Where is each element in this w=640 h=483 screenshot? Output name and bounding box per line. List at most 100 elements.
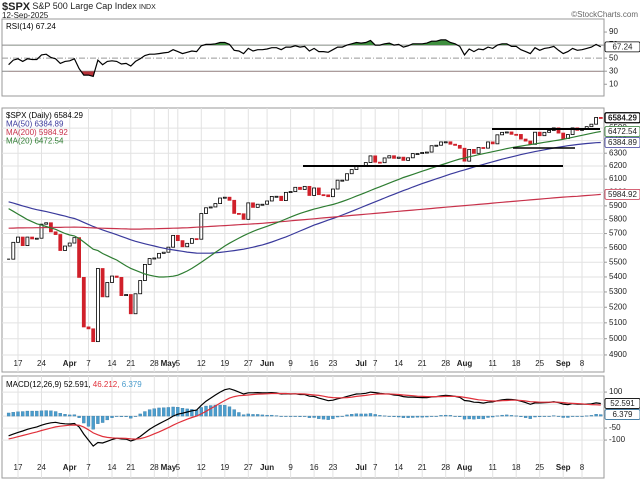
- histogram-bar: [500, 414, 504, 417]
- candle: [110, 275, 114, 283]
- histogram-bar: [397, 415, 401, 418]
- histogram-bar: [594, 414, 598, 417]
- candle: [424, 151, 429, 154]
- histogram-bar: [138, 413, 142, 417]
- candle: [34, 237, 39, 240]
- value-tag-label: 6384.89: [608, 138, 637, 147]
- x-tick-label: 18: [512, 359, 521, 368]
- histogram-bar: [44, 410, 48, 417]
- histogram-bar: [575, 415, 579, 417]
- chart-date: 12-Sep-2025: [2, 11, 49, 20]
- histogram-bar: [509, 415, 514, 417]
- legend-value: 6584.29: [54, 111, 83, 120]
- candle: [302, 185, 307, 190]
- y-tick-label: 4900: [609, 350, 627, 359]
- histogram-bar: [472, 415, 476, 420]
- histogram-bar: [434, 415, 438, 417]
- candle: [392, 155, 396, 159]
- histogram-bar: [533, 415, 537, 418]
- candle: [189, 238, 194, 244]
- legend: MA(20) 6472.54: [6, 137, 64, 146]
- value-tag: [604, 126, 640, 137]
- histogram-bar: [223, 405, 227, 417]
- histogram-bar: [359, 413, 363, 417]
- histogram-bar: [256, 414, 260, 417]
- histogram-bar: [317, 415, 321, 419]
- candle: [377, 161, 382, 164]
- x-tick-label: 7: [373, 463, 378, 472]
- candle: [406, 157, 411, 161]
- histogram-bar: [209, 405, 213, 417]
- x-tick-label: 11: [489, 359, 498, 368]
- x-tick-label: 25: [535, 463, 544, 472]
- y-tick-label: 90: [609, 27, 618, 36]
- series-line: [8, 130, 601, 278]
- x-tick-label: 27: [244, 463, 253, 472]
- candle: [128, 294, 133, 315]
- x-tick-label: 28: [150, 463, 159, 472]
- histogram-bar: [387, 415, 391, 417]
- candle: [382, 157, 387, 164]
- candle: [236, 212, 241, 215]
- histogram-bar: [124, 415, 128, 417]
- legend-value: 6472.54: [34, 137, 63, 146]
- histogram-bar: [21, 411, 25, 417]
- candle: [72, 237, 77, 244]
- candle: [415, 153, 420, 155]
- candle: [462, 147, 467, 162]
- x-tick-label: 24: [37, 359, 46, 368]
- x-tick-label: 24: [37, 463, 46, 472]
- histogram-bar: [119, 415, 124, 417]
- legend-name: RSI(14): [6, 22, 34, 31]
- candle: [161, 251, 166, 254]
- histogram-bar: [599, 414, 603, 417]
- histogram-bar: [237, 412, 241, 417]
- x-tick-label: Sep: [556, 463, 571, 472]
- candle: [481, 147, 486, 149]
- candle: [547, 130, 551, 133]
- y-tick-label: 50: [609, 53, 618, 62]
- x-tick-label: Jun: [260, 463, 274, 472]
- value-tag-label: 52.591: [610, 399, 635, 408]
- x-tick-label: 9: [288, 359, 293, 368]
- legend: MA(200) 5984.92: [6, 128, 68, 137]
- histogram-bar: [453, 415, 457, 417]
- histogram-bar: [279, 415, 283, 417]
- histogram-bar: [6, 412, 11, 417]
- histogram-bar: [199, 407, 203, 417]
- x-tick-label: 28: [441, 359, 450, 368]
- histogram-bar: [96, 415, 100, 424]
- histogram-bar: [284, 415, 288, 417]
- y-tick-label: 5700: [609, 229, 627, 238]
- histogram-bar: [528, 415, 532, 419]
- histogram-bar: [350, 414, 354, 417]
- histogram-bar: [293, 415, 297, 417]
- x-tick-label: 9: [288, 463, 293, 472]
- histogram-bar: [326, 415, 330, 420]
- candle: [349, 169, 354, 175]
- y-tick-label: 5600: [609, 243, 627, 252]
- x-tick-label: Jun: [260, 359, 274, 368]
- candle: [157, 252, 161, 259]
- y-tick-label: 5100: [609, 318, 627, 327]
- candle: [434, 144, 439, 147]
- symbol: $SPX: [2, 1, 31, 13]
- histogram-bar: [100, 415, 105, 423]
- histogram-bar: [265, 414, 269, 417]
- histogram-bar: [514, 415, 518, 417]
- candle: [16, 236, 20, 243]
- histogram-bar: [392, 415, 396, 417]
- legend-value: 5984.92: [39, 128, 68, 137]
- series-line: [8, 141, 601, 254]
- x-tick-label: Aug: [457, 359, 473, 368]
- histogram-bar: [552, 415, 556, 417]
- x-tick-label: 21: [126, 359, 135, 368]
- histogram-bar: [505, 414, 509, 417]
- x-tick-label: 19: [220, 359, 229, 368]
- histogram-bar: [227, 406, 232, 417]
- candle: [180, 240, 185, 248]
- candle: [542, 131, 547, 137]
- candle: [124, 294, 128, 296]
- legend-name: MA(20): [6, 137, 33, 146]
